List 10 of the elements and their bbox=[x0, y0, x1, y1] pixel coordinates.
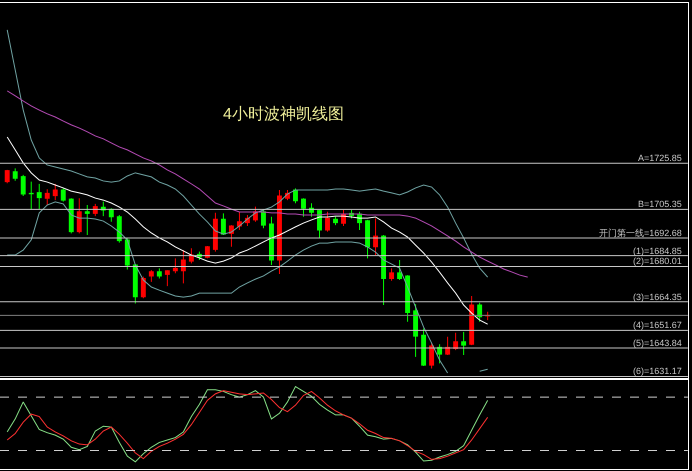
ref-line-label: (6)=1631.17 bbox=[633, 366, 682, 376]
ref-line-label: (5)=1643.84 bbox=[633, 338, 682, 348]
text: 4小时波神凯线图 bbox=[223, 105, 344, 123]
ref-line-label: (4)=1651.67 bbox=[633, 320, 682, 330]
ref-line-label: A=1725.85 bbox=[638, 153, 682, 163]
ref-line-label: 开门第一线=1692.68 bbox=[599, 228, 682, 238]
ref-line-label: (1)=1684.85 bbox=[633, 246, 682, 256]
ref-line-label: B=1705.35 bbox=[638, 199, 682, 209]
ref-line-label: (3)=1664.35 bbox=[633, 292, 682, 302]
ref-line-label: (2)=1680.01 bbox=[633, 256, 682, 266]
